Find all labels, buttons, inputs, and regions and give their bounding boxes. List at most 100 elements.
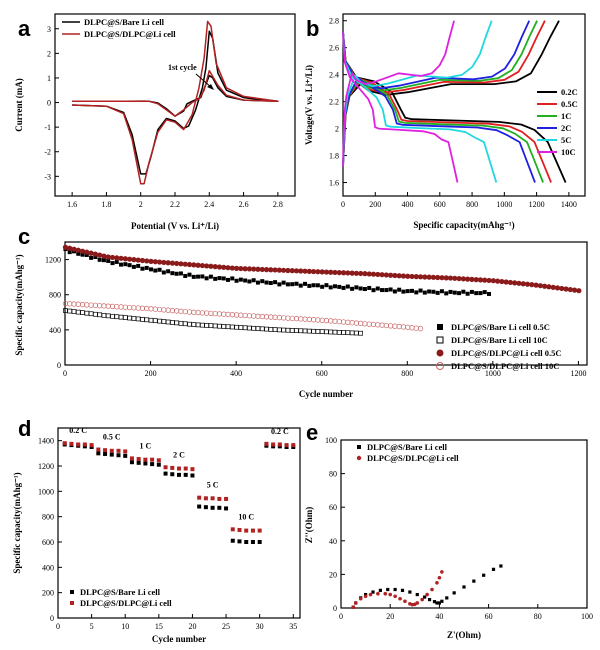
data-point-d1	[177, 466, 181, 471]
xtick-label-d: 30	[256, 622, 264, 631]
data-point-c0	[255, 280, 260, 285]
data-point-d0	[116, 453, 121, 458]
data-point-c3	[353, 320, 360, 326]
xtick-label-b: 600	[434, 200, 446, 209]
data-point-c2	[336, 269, 342, 276]
data-point-e1	[351, 605, 356, 609]
data-point-c2	[310, 268, 317, 275]
data-point-c3	[387, 323, 394, 329]
xtick-label-d: 35	[289, 622, 297, 631]
data-point-c1	[345, 330, 351, 336]
legend-c-label-1: DLPC@S/Bare Li cell 10C	[451, 335, 548, 345]
data-point-c2	[101, 253, 107, 259]
cv-curve-0	[72, 30, 279, 175]
data-point-c0	[93, 254, 98, 259]
legend-b-label-1: 0.5C	[561, 99, 578, 109]
data-point-e0	[440, 599, 444, 603]
data-point-c3	[349, 320, 355, 326]
data-point-c0	[157, 267, 162, 272]
cv-curve-1	[72, 20, 279, 185]
data-point-c1	[174, 320, 180, 326]
ylabel-b: Voltage(V vs. Li⁺/Li)	[304, 65, 314, 145]
legend-b-label-4: 5C	[561, 135, 571, 145]
data-point-c1	[255, 326, 261, 331]
data-point-c3	[315, 317, 321, 323]
data-point-c3	[246, 313, 253, 319]
data-point-c3	[182, 308, 188, 315]
discharge-curve-5C	[342, 31, 498, 183]
xtick-label-e: 60	[485, 612, 493, 621]
data-point-c2	[563, 286, 569, 292]
data-point-c2	[225, 265, 231, 271]
data-point-c1	[80, 310, 85, 316]
data-point-c3	[251, 313, 257, 319]
data-point-c0	[183, 273, 188, 278]
data-point-c2	[576, 288, 582, 294]
data-point-e1	[376, 591, 380, 596]
data-point-d0	[224, 506, 229, 511]
data-point-c2	[169, 260, 175, 266]
data-point-c2	[447, 275, 454, 281]
xtick-label-c: 200	[145, 369, 157, 378]
xtick-label-c: 400	[230, 369, 242, 378]
data-point-c1	[358, 330, 364, 336]
data-point-d0	[190, 473, 195, 478]
data-point-c2	[482, 277, 488, 283]
data-point-c2	[306, 268, 312, 274]
data-point-c0	[405, 289, 410, 294]
data-point-c0	[298, 283, 303, 288]
data-point-d1	[96, 447, 101, 452]
data-point-d1	[190, 467, 195, 472]
xtick-label-c: 800	[401, 369, 413, 378]
data-point-c1	[277, 327, 282, 333]
legend-c-label-3: DLPC@S/DLPC@Li cell 10C	[451, 361, 559, 371]
data-point-c3	[79, 301, 86, 308]
ytick-label-b: 1.6	[329, 179, 339, 188]
legend-b-label-2: 1C	[561, 111, 571, 121]
data-point-c0	[170, 271, 175, 276]
data-point-c0	[320, 284, 325, 289]
data-point-c1	[148, 317, 154, 323]
data-point-c3	[409, 325, 415, 331]
data-point-c2	[229, 265, 235, 271]
ticks-b: 0 200 400 600 800 1000 1200 1400 1.6 1.8 2 2.2 2.4 2.…	[329, 17, 577, 209]
data-point-d0	[109, 452, 114, 457]
data-point-e0	[445, 596, 449, 600]
data-point-c2	[161, 259, 167, 266]
data-point-c3	[366, 321, 372, 327]
data-point-c0	[166, 269, 171, 274]
data-point-d0	[129, 460, 134, 465]
data-point-c1	[144, 317, 150, 323]
ytick-label-a: 2	[47, 49, 51, 58]
data-point-c0	[226, 277, 231, 282]
data-point-c2	[332, 269, 338, 276]
legend-c-label-0: DLPC@S/Bare Li cell 0.5C	[451, 322, 550, 332]
discharge-curve-0.5C	[342, 31, 552, 183]
data-point-c0	[110, 261, 115, 266]
data-point-c2	[135, 257, 141, 263]
data-point-c1	[131, 316, 137, 321]
data-point-c3	[400, 324, 407, 330]
data-point-c0	[123, 262, 128, 267]
data-point-d1	[224, 496, 229, 501]
data-point-e0	[437, 601, 441, 605]
data-point-c1	[251, 325, 257, 331]
data-point-c1	[105, 313, 111, 319]
ylabel-a: Current (mA)	[14, 78, 24, 132]
data-point-d0	[237, 539, 242, 544]
data-point-e1	[358, 596, 363, 601]
data-point-c3	[169, 307, 176, 314]
data-point-c3	[131, 305, 137, 311]
xlabel-b: Specific capacity(mAhg⁻¹)	[413, 220, 514, 230]
data-point-c0	[243, 278, 248, 283]
data-point-e1	[440, 570, 444, 574]
data-point-c3	[178, 308, 184, 314]
rate-label-d: 0.2 C	[69, 426, 87, 435]
data-point-c3	[216, 311, 223, 317]
data-point-c2	[422, 274, 428, 280]
ytick-label-a: 3	[47, 25, 51, 34]
data-point-c2	[272, 267, 278, 273]
legend-b-label-0: 0.2C	[561, 87, 578, 97]
data-point-d1	[264, 441, 269, 446]
